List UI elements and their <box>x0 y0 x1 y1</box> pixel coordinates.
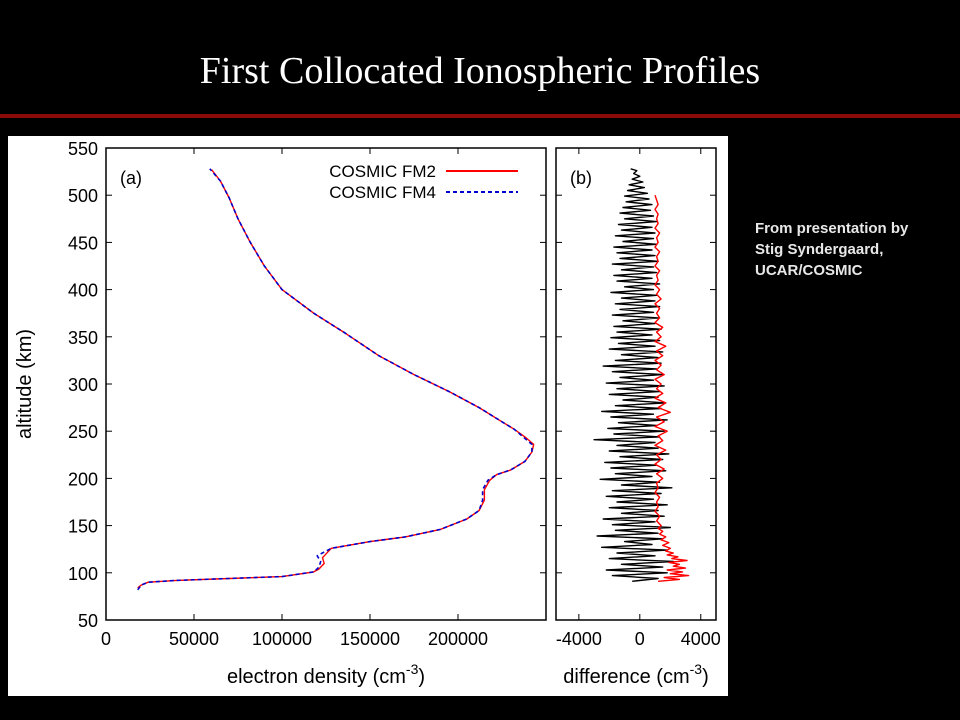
panel-label: (b) <box>570 168 592 188</box>
title-bar: First Collocated Ionospheric Profiles <box>0 0 960 118</box>
x-tick-label: 0 <box>635 629 645 649</box>
y-axis-label: altitude (km) <box>14 329 36 439</box>
x-tick-label: 50000 <box>169 629 219 649</box>
x-axis-label: difference (cm-3) <box>563 661 708 688</box>
plot-panel: 50 100 150 200 250 300 350 400 450 500 550 0 50000 10… <box>8 136 728 696</box>
series-line-panel-2-2 <box>654 194 690 582</box>
slide-title: First Collocated Ionospheric Profiles <box>199 50 761 92</box>
chart-figure: 50 100 150 200 250 300 350 400 450 500 550 0 50000 10… <box>14 139 721 688</box>
y-tick-label: 400 <box>68 281 98 301</box>
attribution-note: From presentation by Stig Syndergaard, U… <box>755 218 955 281</box>
y-tick-label: 550 <box>68 139 98 159</box>
panel-label: (a) <box>120 168 142 188</box>
x-tick-label: -4000 <box>556 629 602 649</box>
x-tick-label: 0 <box>101 629 111 649</box>
y-tick-label: 50 <box>78 611 98 631</box>
y-tick-label: 200 <box>68 469 98 489</box>
x-tick-label: 4000 <box>681 629 721 649</box>
series-line-cosmic-fm4 <box>137 168 533 591</box>
x-tick-label: 200000 <box>428 629 488 649</box>
y-tick-label: 300 <box>68 375 98 395</box>
y-tick-label: 100 <box>68 564 98 584</box>
series-line-cosmic-fm2 <box>137 169 535 589</box>
y-tick-label: 450 <box>68 233 98 253</box>
plot-frame-1 <box>105 147 547 621</box>
series-line-panel-2-1 <box>593 168 674 582</box>
y-tick-label: 500 <box>68 186 98 206</box>
x-tick-label: 150000 <box>340 629 400 649</box>
attribution-line-3: UCAR/COSMIC <box>755 262 863 279</box>
y-tick-label: 250 <box>68 422 98 442</box>
y-tick-label: 350 <box>68 328 98 348</box>
x-axis-label: electron density (cm-3) <box>227 661 425 688</box>
x-tick-label: 100000 <box>252 629 312 649</box>
y-tick-label: 150 <box>68 517 98 537</box>
attribution-line-2: Stig Syndergaard, <box>755 241 884 258</box>
attribution-line-1: From presentation by <box>755 220 909 237</box>
legend-label: COSMIC FM4 <box>329 183 436 202</box>
legend-label: COSMIC FM2 <box>329 162 436 181</box>
